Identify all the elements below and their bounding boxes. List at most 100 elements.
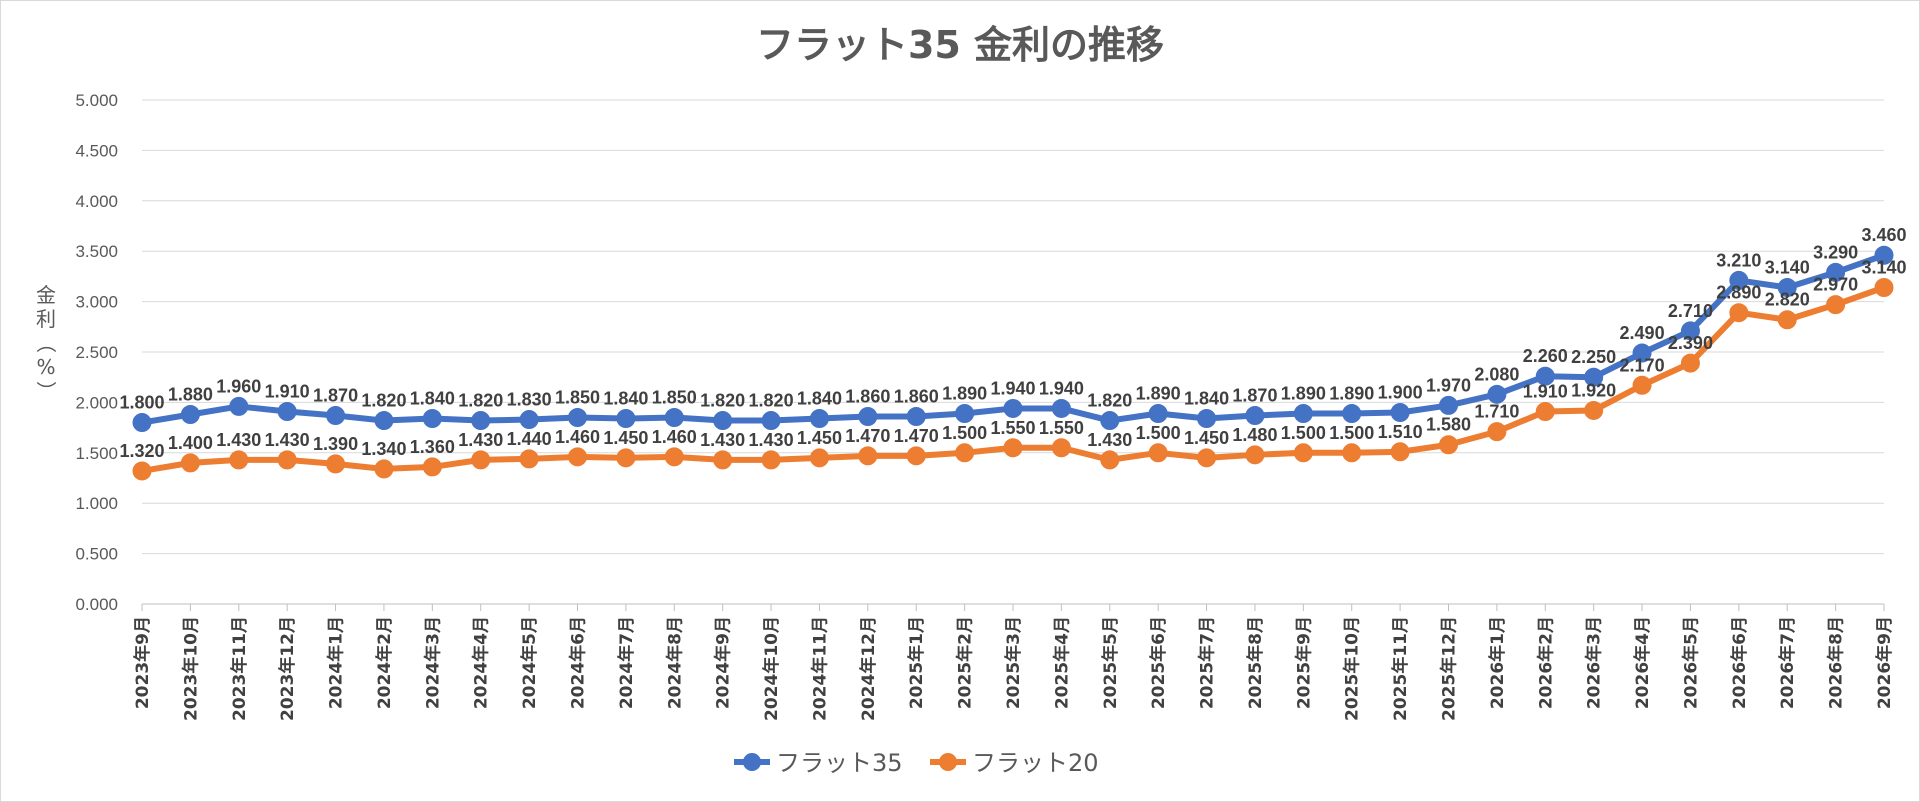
series-1-point	[713, 411, 733, 431]
y-tick-label: 0.500	[75, 545, 118, 564]
series-2-point	[1826, 295, 1846, 315]
series-1-data-label: 2.250	[1571, 347, 1616, 367]
x-tick-label: 2024年3月	[422, 616, 443, 709]
series-1-point	[1777, 277, 1797, 297]
series-2-point	[1874, 277, 1894, 297]
series-1-data-label: 1.830	[507, 390, 552, 410]
series-2-point	[1342, 443, 1362, 463]
series-1-data-label: 2.490	[1620, 323, 1665, 343]
x-tick-label: 2025年12月	[1439, 616, 1460, 721]
series-1-point	[374, 411, 394, 431]
series-1-point	[229, 396, 249, 416]
series-1-point	[1342, 403, 1362, 423]
chart-title: フラット35 金利の推移	[756, 23, 1164, 67]
series-2-data-label: 1.500	[1329, 423, 1374, 443]
series-2-point	[1245, 445, 1265, 465]
series-2-point	[906, 446, 926, 466]
x-tick-label: 2025年7月	[1197, 616, 1218, 709]
series-1-data-label: 1.890	[1136, 383, 1181, 403]
series-2-data-label: 1.550	[1039, 418, 1084, 438]
series-1-point	[1680, 321, 1700, 341]
legend-label-1: フラット35	[776, 749, 903, 777]
series-1-data-label: 1.820	[1087, 391, 1132, 411]
y-axis-label-char: %	[36, 355, 55, 379]
series-1-point	[471, 411, 491, 431]
series-2-data-label: 2.390	[1668, 333, 1713, 353]
series-2-point	[568, 447, 587, 467]
series-1-data-label: 3.460	[1861, 225, 1906, 245]
series-1-point	[1729, 270, 1749, 290]
series-1-point	[1148, 403, 1168, 423]
series-2-point	[1535, 401, 1555, 421]
series-2-data-label: 1.450	[797, 428, 842, 448]
x-tick-label: 2025年8月	[1245, 616, 1266, 709]
series-2-data-label: 1.320	[119, 441, 164, 461]
series-2-data-label: 1.460	[652, 427, 697, 447]
series-2-data-label: 1.430	[700, 430, 745, 450]
x-tick-label: 2026年1月	[1487, 616, 1508, 709]
x-tick-label: 2025年10月	[1342, 616, 1363, 721]
x-tick-label: 2023年10月	[180, 616, 201, 721]
y-axis-label-char: （	[34, 333, 58, 353]
x-tick-label: 2025年6月	[1148, 616, 1169, 709]
series-2-data-label: 1.340	[361, 439, 406, 459]
series-1-point	[326, 406, 346, 426]
y-tick-label: 1.500	[75, 444, 118, 463]
series-2-point	[1148, 443, 1168, 463]
y-tick-label: 2.500	[75, 343, 118, 362]
x-tick-label: 2026年7月	[1777, 616, 1798, 709]
series-2-data-label: 1.910	[1523, 381, 1568, 401]
series-2-point	[1584, 400, 1604, 420]
series-1-data-label: 1.890	[1329, 383, 1374, 403]
y-axis-label-char: ）	[34, 381, 58, 401]
series-1-data-label: 1.910	[265, 381, 310, 401]
series-1-data-label: 2.710	[1668, 301, 1713, 321]
series-2-data-label: 2.170	[1620, 355, 1665, 375]
series-2-data-label: 1.360	[410, 437, 455, 457]
y-axis-label-char: 金	[36, 283, 56, 307]
series-2-point	[519, 449, 539, 469]
x-tick-label: 2025年11月	[1390, 616, 1411, 721]
x-tick-label: 2026年2月	[1535, 616, 1556, 709]
series-1-point	[1390, 402, 1410, 422]
x-tick-label: 2024年9月	[713, 616, 734, 709]
series-2-point	[422, 457, 442, 477]
series-2-data-label: 1.390	[313, 434, 358, 454]
x-tick-label: 2024年10月	[761, 616, 782, 721]
series-1-point	[1293, 403, 1313, 423]
series-2-point	[1680, 353, 1700, 373]
y-tick-label: 2.000	[75, 393, 118, 412]
series-2-point	[1632, 375, 1652, 395]
series-1-data-label: 1.840	[410, 389, 455, 409]
x-tick-label: 2025年4月	[1051, 616, 1072, 709]
series-1-data-label: 3.210	[1716, 250, 1761, 270]
series-1-data-label: 1.860	[894, 387, 939, 407]
x-tick-label: 2026年8月	[1826, 616, 1847, 709]
legend-label-2: フラット20	[972, 749, 1099, 777]
series-points	[132, 245, 1894, 481]
series-1-data-label: 1.890	[1281, 383, 1326, 403]
series-1-point	[1197, 409, 1217, 429]
y-tick-label: 3.000	[75, 293, 118, 312]
series-1-data-label: 1.860	[845, 387, 890, 407]
series-1-point	[180, 404, 200, 424]
y-tick-label: 1.000	[75, 494, 118, 513]
x-tick-label: 2023年11月	[229, 616, 250, 721]
series-1-data-label: 1.970	[1426, 375, 1471, 395]
series-2-point	[471, 450, 491, 470]
series-2-point	[955, 443, 975, 463]
series-2-point	[1487, 422, 1507, 442]
series-2-point	[761, 450, 781, 470]
x-tick-label: 2026年9月	[1874, 616, 1895, 709]
x-tick-label: 2024年8月	[664, 616, 685, 709]
x-tick-label: 2026年4月	[1632, 616, 1653, 709]
series-1-point	[858, 407, 878, 427]
series-2-data-label: 1.480	[1232, 425, 1277, 445]
series-2-data-label: 1.510	[1378, 422, 1423, 442]
series-1-data-label: 1.820	[700, 391, 745, 411]
series-2-point	[180, 453, 200, 473]
series-2-point	[277, 450, 297, 470]
series-1-data-label: 1.940	[990, 378, 1035, 398]
series-1-point	[1535, 366, 1555, 386]
